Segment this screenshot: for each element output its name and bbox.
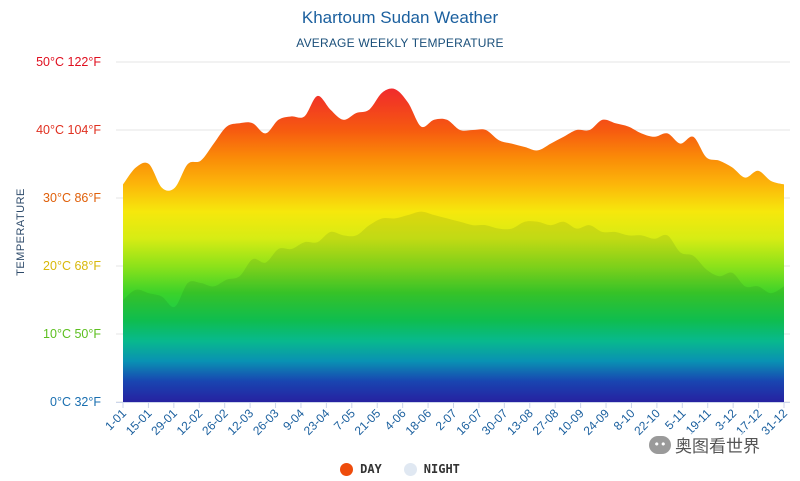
x-tick-label: 30-07 [479,406,511,438]
watermark: •• 奥图看世界 [645,432,764,457]
x-tick-label: 15-01 [123,406,155,438]
y-tick-label: 30°C 86°F [43,191,101,205]
x-tick-label: 21-05 [352,406,384,438]
y-tick-label: 10°C 50°F [43,327,101,341]
night-dot-icon [403,462,417,476]
x-tick-label: 10-09 [555,406,587,438]
legend-item-day[interactable]: DAY [340,462,382,476]
y-tick-label: 40°C 104°F [36,123,101,137]
x-tick-label: 18-06 [403,406,435,438]
x-tick-label: 26-02 [199,406,231,438]
x-tick-label: 13-08 [504,406,536,438]
legend-item-night[interactable]: NIGHT [403,462,460,476]
wechat-icon: •• [649,435,671,454]
x-tick-label: 29-01 [148,406,180,438]
chart-title: Khartoum Sudan Weather [301,8,499,27]
x-tick-label: 12-02 [174,406,206,438]
y-tick-label: 20°C 68°F [43,259,101,273]
legend-label-night: NIGHT [423,462,460,476]
night-area [123,211,784,402]
y-axis-label: TEMPERATURE [15,188,27,276]
x-tick-label: 27-08 [530,406,562,438]
y-tick-label: 50°C 122°F [36,55,101,69]
chart-legend: DAY NIGHT [0,462,800,476]
day-dot-icon [340,462,354,476]
night-area-shade [123,211,784,402]
x-tick-label: 12-03 [225,406,257,438]
x-tick-label: 23-04 [301,406,333,438]
chart-subtitle: AVERAGE WEEKLY TEMPERATURE [296,36,504,50]
x-tick-label: 16-07 [453,406,485,438]
watermark-text: 奥图看世界 [675,437,760,457]
legend-label-day: DAY [360,462,382,476]
area-layer [123,88,784,402]
x-tick-label: 24-09 [581,406,613,438]
y-tick-label: 0°C 32°F [50,395,101,409]
x-tick-label: 26-03 [250,406,282,438]
